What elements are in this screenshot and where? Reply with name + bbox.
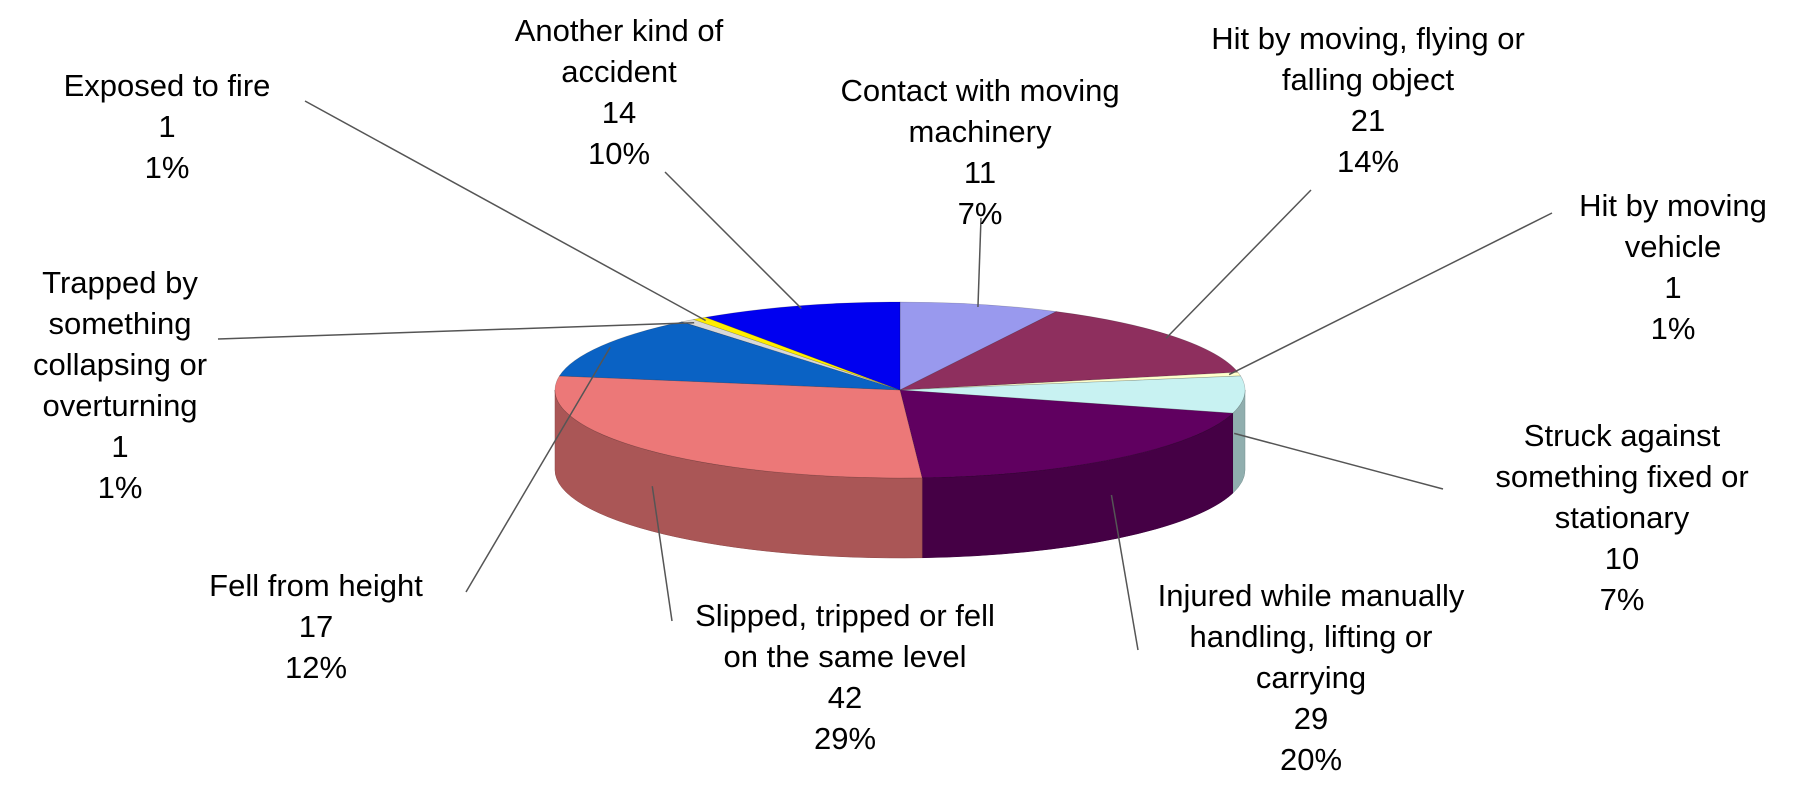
label-name: Hit by moving vehicle bbox=[1579, 188, 1767, 264]
label-percent: 7% bbox=[957, 196, 1003, 231]
slice bbox=[554, 375, 923, 479]
label-name: Slipped, tripped or fell on the same lev… bbox=[695, 598, 995, 674]
slice bbox=[558, 321, 901, 391]
slice bbox=[899, 301, 1058, 391]
label-value: 29 bbox=[1293, 701, 1329, 736]
data-label: Slipped, tripped or fell on the same lev… bbox=[685, 595, 1005, 759]
label-name: Injured while manually handling, lifting… bbox=[1157, 578, 1465, 695]
label-name: Another kind of accident bbox=[514, 13, 724, 89]
leader-line bbox=[1233, 432, 1444, 490]
slice bbox=[899, 371, 1242, 391]
label-name: Hit by moving, flying or falling object bbox=[1211, 21, 1525, 97]
slice bbox=[899, 389, 1234, 479]
data-label: Another kind of accident 14 10% bbox=[484, 10, 754, 174]
label-value: 14 bbox=[601, 95, 637, 130]
label-percent: 20% bbox=[1279, 742, 1343, 777]
label-value: 42 bbox=[827, 680, 863, 715]
label-value: 1 bbox=[111, 429, 129, 464]
label-value: 1 bbox=[158, 109, 176, 144]
label-name: Struck against something fixed or statio… bbox=[1495, 418, 1749, 535]
label-percent: 14% bbox=[1336, 144, 1400, 179]
leader-line bbox=[1228, 212, 1553, 376]
leader-line bbox=[1110, 494, 1139, 651]
data-label: Hit by moving, flying or falling object 2… bbox=[1178, 18, 1558, 182]
label-name: Trapped by something collapsing or overt… bbox=[32, 265, 208, 423]
data-label: Struck against something fixed or statio… bbox=[1457, 415, 1787, 620]
data-label: Fell from height 17 12% bbox=[166, 565, 466, 688]
label-percent: 12% bbox=[284, 650, 348, 685]
label-name: Exposed to fire bbox=[63, 68, 271, 103]
label-percent: 7% bbox=[1599, 582, 1645, 617]
label-percent: 10% bbox=[587, 136, 651, 171]
data-label: Hit by moving vehicle 1 1% bbox=[1548, 185, 1798, 349]
leader-line bbox=[304, 100, 706, 322]
slice bbox=[899, 311, 1239, 391]
label-percent: 1% bbox=[144, 150, 190, 185]
label-value: 10 bbox=[1604, 541, 1640, 576]
label-value: 17 bbox=[298, 609, 334, 644]
leader-line bbox=[664, 171, 802, 309]
slice bbox=[692, 316, 901, 391]
label-percent: 1% bbox=[97, 470, 143, 505]
leader-line bbox=[465, 346, 611, 593]
label-percent: 29% bbox=[813, 721, 877, 756]
data-label: Contact with moving machinery 11 7% bbox=[805, 70, 1155, 234]
label-value: 11 bbox=[963, 155, 997, 190]
label-name: Fell from height bbox=[209, 568, 423, 603]
leader-line bbox=[651, 486, 673, 622]
data-label: Injured while manually handling, lifting… bbox=[1146, 575, 1476, 780]
label-value: 21 bbox=[1350, 103, 1386, 138]
label-value: 1 bbox=[1664, 270, 1682, 305]
slice bbox=[680, 319, 901, 391]
leader-line bbox=[977, 217, 982, 308]
data-label: Trapped by something collapsing or overt… bbox=[10, 262, 230, 508]
slice bbox=[899, 375, 1246, 414]
leader-line bbox=[1165, 189, 1312, 339]
label-name: Contact with moving machinery bbox=[840, 73, 1120, 149]
leader-line bbox=[217, 321, 695, 340]
label-percent: 1% bbox=[1650, 311, 1696, 346]
data-label: Exposed to fire 1 1% bbox=[17, 65, 317, 188]
